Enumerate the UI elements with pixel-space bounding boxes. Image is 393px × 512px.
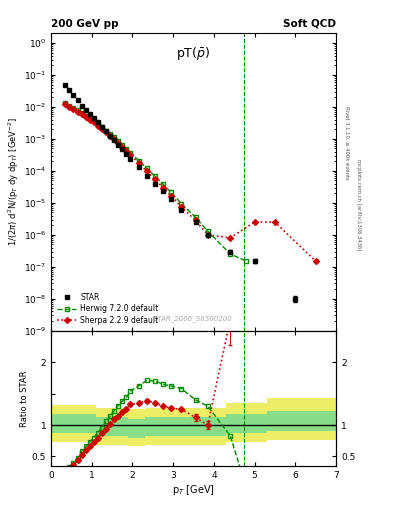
Text: pT($\bar{p}$): pT($\bar{p}$): [176, 45, 211, 62]
Text: STAR_2006_S6500200: STAR_2006_S6500200: [154, 315, 233, 322]
Text: mcplots.cern.ch [arXiv:1306.3436]: mcplots.cern.ch [arXiv:1306.3436]: [356, 159, 361, 250]
Text: Soft QCD: Soft QCD: [283, 19, 336, 29]
Legend: STAR, Herwig 7.2.0 default, Sherpa 2.2.9 default: STAR, Herwig 7.2.0 default, Sherpa 2.2.9…: [55, 291, 161, 327]
Y-axis label: 1/(2$\pi$) d$^2$N/(p$_T$ dy dp$_T$) [GeV$^{-2}$]: 1/(2$\pi$) d$^2$N/(p$_T$ dy dp$_T$) [GeV…: [7, 118, 21, 246]
Text: Rivet 3.1.10, ≥ 400k events: Rivet 3.1.10, ≥ 400k events: [344, 106, 349, 180]
Y-axis label: Ratio to STAR: Ratio to STAR: [20, 370, 29, 426]
X-axis label: p$_T$ [GeV]: p$_T$ [GeV]: [172, 482, 215, 497]
Text: 200 GeV pp: 200 GeV pp: [51, 19, 119, 29]
